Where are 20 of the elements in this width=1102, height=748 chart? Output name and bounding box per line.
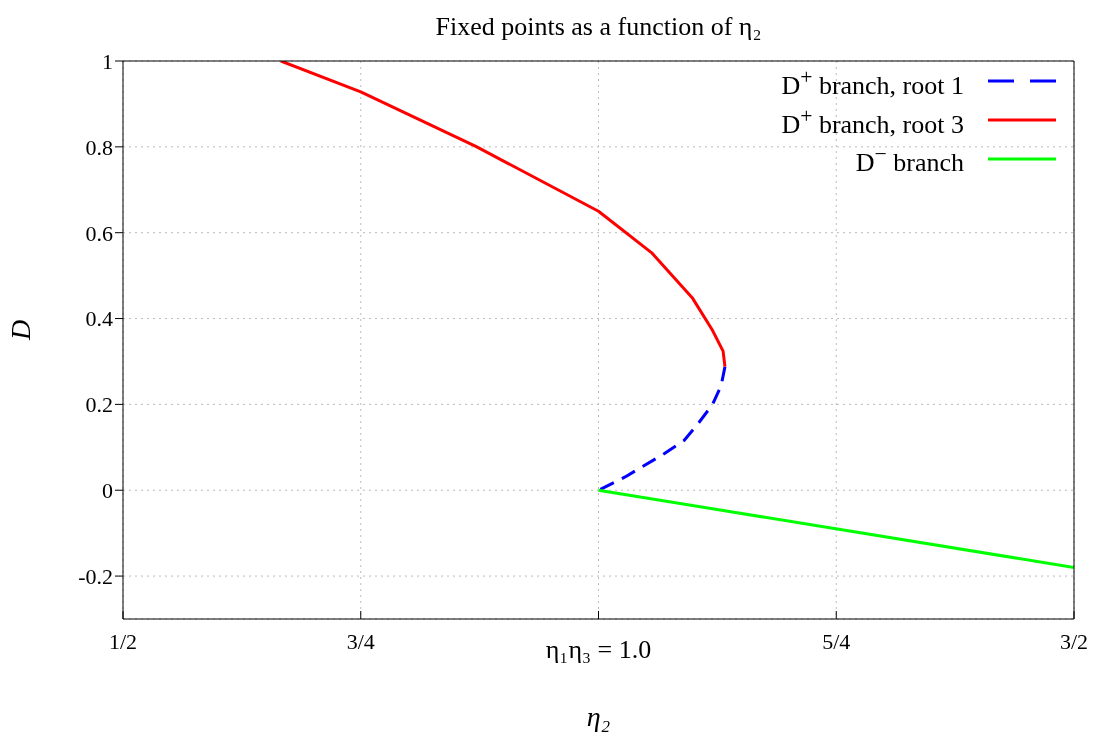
x-tick-label: 1/2 <box>108 629 138 654</box>
legend-label: D$^{+}$ branch, root 1 <box>781 64 964 101</box>
y-tick-label: 0.6 <box>85 220 113 246</box>
y-tick-label: 0.2 <box>85 392 113 418</box>
y-tick-label: 0.8 <box>85 134 113 160</box>
x-tick-label: 3/2 <box>1059 629 1089 654</box>
x-tick-label: 5/4 <box>822 629 851 654</box>
y-tick-label: -0.2 <box>78 563 113 589</box>
line-series <box>597 365 727 492</box>
line-series <box>279 61 727 369</box>
y-tick-label: 0.4 <box>85 306 113 332</box>
x-tick-label: 3/4 <box>346 629 375 654</box>
legend-label: D$^{+}$ branch, root 3 <box>781 102 964 140</box>
text: η₁η₃ = 1.0 <box>545 635 652 665</box>
y-axis-title: D <box>4 319 36 341</box>
chart-title: Fixed points as a function of η₂ <box>434 12 763 42</box>
y-tick-label: 1 <box>102 48 113 74</box>
x-axis-title: η₂ <box>585 701 612 733</box>
y-tick-label: 0 <box>102 478 113 504</box>
legend-label: D$^{−}$ branch <box>855 141 964 178</box>
